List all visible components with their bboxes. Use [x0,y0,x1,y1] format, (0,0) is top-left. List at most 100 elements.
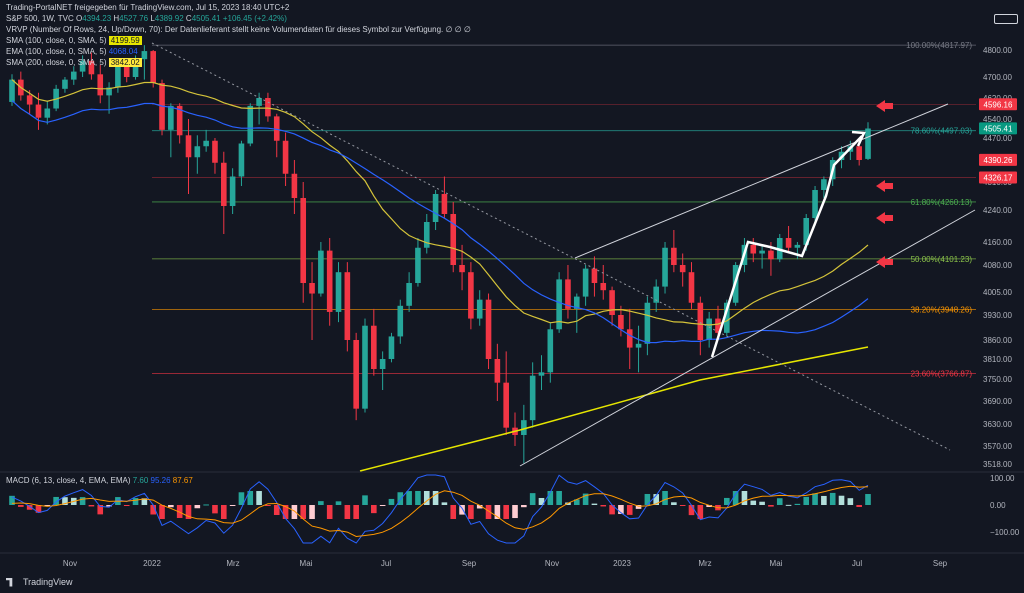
candle-body [379,359,386,369]
candle-body [662,247,668,287]
candle-body [150,51,156,84]
macd-legend[interactable]: MACD (6, 13, close, 4, EMA, EMA) 7.60 95… [6,476,193,485]
macd-histogram-bar [521,505,527,508]
macd-histogram-bar [794,503,801,505]
candle-body [256,98,262,106]
macd-histogram-bar [538,497,545,505]
x-tick-label: Jul [852,559,862,568]
indicator-sma200[interactable]: SMA (200, close, 0, SMA, 5) 3842.02 [6,58,142,68]
macd-label: MACD (6, 13, close, 4, EMA, EMA) [6,476,131,485]
chart-settings-button[interactable] [994,14,1018,24]
macd-histogram-bar [750,500,757,505]
sma100-line [11,79,869,326]
candle-body [573,296,580,309]
macd-line [11,474,869,544]
price-label-badge [979,153,1017,166]
candle-body [609,290,615,315]
y-tick-label: 3690.00 [983,397,1012,406]
candle-body [300,198,307,283]
macd-histogram-bar [335,501,342,505]
y-tick-label: 3630.00 [983,420,1012,429]
candle-body [415,247,421,283]
candle-body [397,305,404,337]
x-tick-label: Jul [381,559,391,568]
ema100-line [11,100,869,344]
indicator-ema100[interactable]: EMA (100, close, 0, SMA, 5) 4068.04 [6,47,138,57]
macd-histogram-bar [35,505,42,513]
indicator-value: 4068.04 [108,47,138,56]
macd-histogram-bar [141,498,148,505]
y-tick-label: 4080.00 [983,261,1012,270]
macd-histogram-bar [132,498,139,505]
ohlc-open: 4394.23 [82,14,112,23]
macd-histogram-bar [282,505,289,519]
macd-histogram-bar [609,505,615,515]
indicator-sma100[interactable]: SMA (100, close, 0, SMA, 5) 4199.59 [6,36,142,46]
macd-histogram-bar [159,505,165,519]
candle-body [688,272,695,303]
macd-line-value: 95.26 [150,476,171,485]
macd-histogram-bar [9,495,15,505]
candle-body [326,250,333,312]
candle-body [141,51,148,60]
candle-body [618,315,624,330]
price-label-badge [979,122,1017,135]
macd-histogram-bar [371,505,377,514]
brand-label: TradingView [23,577,73,587]
ohlc-open-label: O [75,14,83,23]
macd-histogram-bar [768,505,774,507]
vrvp-indicator-line[interactable]: VRVP (Number Of Rows, 24, Up/Down, 70): … [6,25,471,34]
x-tick-label: Mai [770,559,783,568]
price-label-text: 4505.41 [984,124,1013,133]
macd-histogram-bar [168,505,174,508]
y-tick-label: 3930.00 [983,311,1012,320]
macd-histogram-bar [829,492,836,505]
macd-histogram-bar [724,497,730,505]
macd-histogram-bar [662,491,668,505]
fib-level-label: 100.00%(4817.97) [906,41,972,50]
macd-histogram-bar [441,502,448,505]
macd-histogram-bar [256,491,262,505]
candle-body [62,79,68,89]
y-tick-label: 4470.00 [983,134,1012,143]
candle-body [485,299,492,359]
y-tick-label: 3570.00 [983,442,1012,451]
pointer-arrow-icon [876,180,893,192]
candle-body [318,250,324,294]
indicator-value-badge: 3842.02 [108,58,142,67]
candle-body [291,173,298,198]
candle-body [697,302,704,340]
macd-tick-label: −100.00 [990,528,1020,537]
y-tick-label: 3518.00 [983,460,1012,469]
tradingview-logo-icon [6,577,13,587]
fib-level-label: 78.60%(4497.03) [911,127,973,136]
macd-histogram-bar [626,505,633,515]
macd-signal-line [11,485,869,538]
ohlc-close-label: C [185,14,192,23]
published-note: Trading-PortalNET freigegeben für Tradin… [6,3,290,12]
macd-histogram-bar [397,492,404,505]
macd-histogram-bar [300,505,307,519]
macd-histogram-bar [379,505,386,506]
candle-body [468,272,474,319]
ohlc-high: 4527.76 [119,14,149,23]
tradingview-brand[interactable]: TradingView [6,577,73,587]
candle-body [265,98,271,117]
macd-histogram-bar [203,504,209,506]
y-tick-label: 4240.00 [983,206,1012,215]
candle-body [203,140,209,147]
x-tick-label: Sep [933,559,948,568]
macd-histogram-bar [18,505,24,507]
candle-body [194,146,201,158]
candle-body [9,79,15,102]
candle-body [115,66,121,88]
macd-histogram-bar [618,505,624,515]
indicator-label: SMA (100, close, 0, SMA, 5) [6,36,107,45]
macd-signal-value: 87.67 [172,476,193,485]
macd-histogram-bar [529,493,536,505]
candle-body [768,250,774,260]
y-tick-label: 3750.00 [983,375,1012,384]
candle-body [168,105,174,130]
candle-body [388,336,395,359]
